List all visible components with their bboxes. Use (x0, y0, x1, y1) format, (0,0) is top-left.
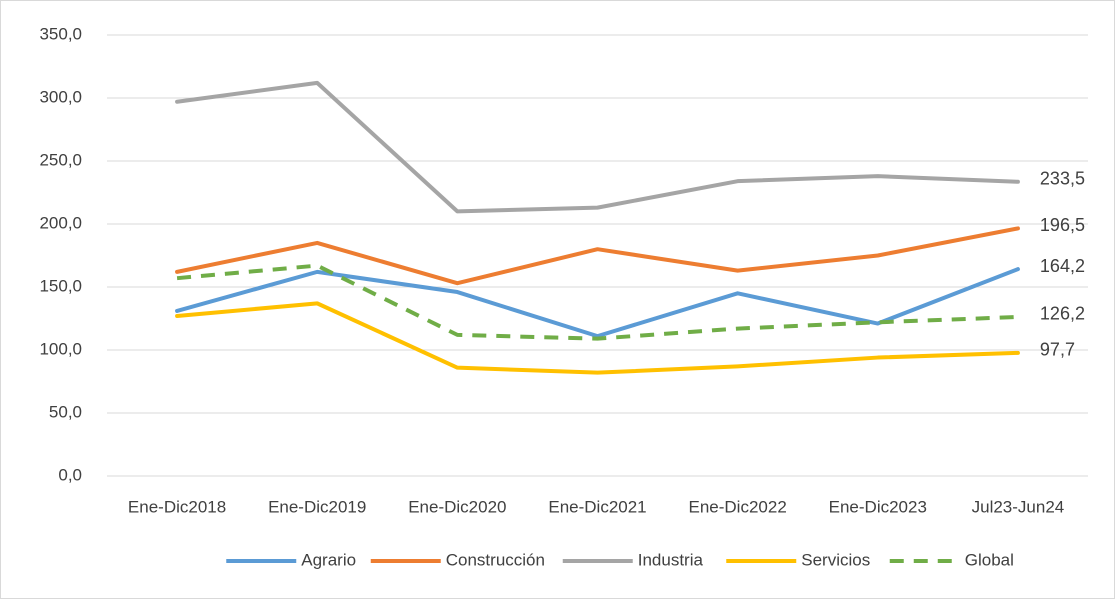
x-tick-label: Ene-Dic2019 (268, 497, 366, 516)
y-tick-label: 0,0 (58, 465, 82, 484)
value-label: 196,5 (1040, 215, 1085, 235)
value-label: 97,7 (1040, 340, 1075, 360)
y-tick-label: 200,0 (39, 213, 82, 232)
x-tick-label: Ene-Dic2023 (829, 497, 927, 516)
series-line (175, 301, 1020, 375)
y-tick-label: 350,0 (39, 24, 82, 43)
legend-label: Global (965, 550, 1014, 569)
series-line (175, 267, 1020, 339)
x-tick-label: Jul23-Jun24 (972, 497, 1065, 516)
legend-label: Construcción (446, 550, 545, 569)
series-line (175, 226, 1020, 286)
value-label: 233,5 (1040, 169, 1085, 189)
series-line (176, 263, 1019, 341)
y-tick-label: 250,0 (39, 150, 82, 169)
legend-label: Industria (638, 550, 704, 569)
x-tick-label: Ene-Dic2021 (548, 497, 646, 516)
legend-label: Agrario (301, 550, 356, 569)
y-tick-label: 50,0 (49, 402, 82, 421)
y-tick-label: 300,0 (39, 87, 82, 106)
x-tick-label: Ene-Dic2022 (689, 497, 787, 516)
x-tick-label: Ene-Dic2020 (408, 497, 506, 516)
y-tick-label: 150,0 (39, 276, 82, 295)
value-label: 164,2 (1040, 256, 1085, 276)
series-line (175, 80, 1020, 214)
x-tick-label: Ene-Dic2018 (128, 497, 226, 516)
value-label: 126,2 (1040, 304, 1085, 324)
legend-label: Servicios (801, 550, 870, 569)
y-tick-label: 100,0 (39, 339, 82, 358)
